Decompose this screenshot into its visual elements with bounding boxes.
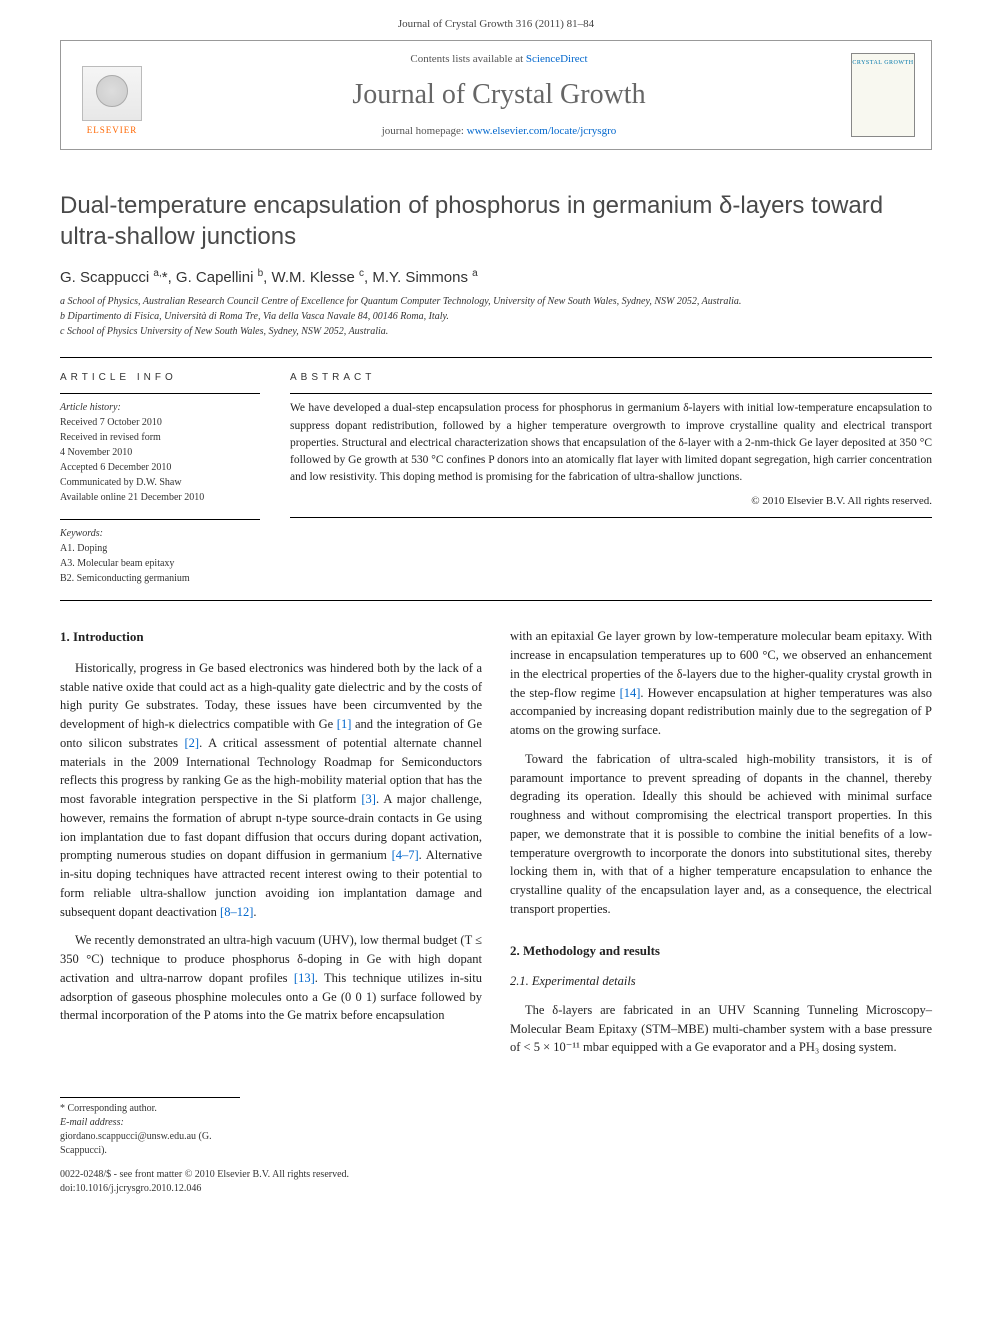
masthead: ELSEVIER Contents lists available at Sci…	[60, 40, 932, 150]
article-info-abstract-row: ARTICLE INFO Article history: Received 7…	[60, 358, 932, 600]
masthead-center: Contents lists available at ScienceDirec…	[163, 53, 835, 137]
body-column-right: with an epitaxial Ge layer grown by low-…	[510, 627, 932, 1067]
elsevier-tree-icon	[82, 66, 142, 121]
journal-homepage-line: journal homepage: www.elsevier.com/locat…	[163, 125, 835, 137]
keyword-2: A3. Molecular beam epitaxy	[60, 556, 260, 571]
email-label: E-mail address:	[60, 1117, 124, 1128]
footer-doi-line: doi:10.1016/j.jcrysgro.2010.12.046	[60, 1182, 932, 1196]
ref-4-7-link[interactable]: [4–7]	[392, 848, 419, 862]
section-1-para-1: Historically, progress in Ge based elect…	[60, 659, 482, 922]
abstract-rule	[290, 393, 932, 394]
ref-1-link[interactable]: [1]	[337, 717, 352, 731]
publisher-name: ELSEVIER	[87, 125, 138, 135]
keywords-block: Keywords: A1. Doping A3. Molecular beam …	[60, 526, 260, 586]
ref-8-12-link[interactable]: [8–12]	[220, 905, 253, 919]
keyword-1: A1. Doping	[60, 541, 260, 556]
footer-issn-line: 0022-0248/$ - see front matter © 2010 El…	[60, 1168, 932, 1182]
affiliation-b: b Dipartimento di Fisica, Università di …	[60, 309, 932, 324]
affiliations: a School of Physics, Australian Research…	[60, 294, 932, 339]
history-received: Received 7 October 2010	[60, 415, 260, 430]
p1-text-f: .	[253, 905, 256, 919]
history-online: Available online 21 December 2010	[60, 490, 260, 505]
footnote-block: * Corresponding author. E-mail address: …	[60, 1097, 240, 1158]
ref-13-link[interactable]: [13]	[294, 971, 315, 985]
affiliation-c: c School of Physics University of New So…	[60, 324, 932, 339]
sciencedirect-link[interactable]: ScienceDirect	[526, 53, 588, 65]
section-2-1-heading: 2.1. Experimental details	[510, 972, 932, 991]
article-info-column: ARTICLE INFO Article history: Received 7…	[60, 372, 260, 586]
abstract-copyright: © 2010 Elsevier B.V. All rights reserved…	[290, 495, 932, 507]
abstract-column: ABSTRACT We have developed a dual-step e…	[290, 372, 932, 586]
section-2-heading: 2. Methodology and results	[510, 941, 932, 961]
rule-bottom	[60, 600, 932, 601]
email-line: E-mail address: giordano.scappucci@unsw.…	[60, 1116, 240, 1158]
corresponding-author-note: * Corresponding author.	[60, 1102, 240, 1116]
running-header: Journal of Crystal Growth 316 (2011) 81–…	[0, 0, 992, 40]
keyword-3: B2. Semiconducting germanium	[60, 571, 260, 586]
abstract-text: We have developed a dual-step encapsulat…	[290, 400, 932, 486]
abstract-label: ABSTRACT	[290, 372, 932, 383]
history-accepted: Accepted 6 December 2010	[60, 460, 260, 475]
ref-3-link[interactable]: [3]	[361, 792, 376, 806]
section-1-heading: 1. Introduction	[60, 627, 482, 647]
email-address[interactable]: giordano.scappucci@unsw.edu.au	[60, 1131, 196, 1142]
affiliation-a: a School of Physics, Australian Research…	[60, 294, 932, 309]
cover-label: CRYSTAL GROWTH	[852, 60, 913, 67]
journal-name: Journal of Crystal Growth	[163, 79, 835, 111]
section-1-para-3: Toward the fabrication of ultra-scaled h…	[510, 750, 932, 919]
body-columns: 1. Introduction Historically, progress i…	[60, 627, 932, 1067]
elsevier-logo: ELSEVIER	[77, 55, 147, 135]
journal-cover-thumbnail: CRYSTAL GROWTH	[851, 53, 915, 137]
ref-14-link[interactable]: [14]	[620, 686, 641, 700]
article-title: Dual-temperature encapsulation of phosph…	[60, 190, 932, 252]
history-revised-label: Received in revised form	[60, 430, 260, 445]
section-1-para-2: We recently demonstrated an ultra-high v…	[60, 931, 482, 1025]
history-heading: Article history:	[60, 400, 260, 415]
article-history: Article history: Received 7 October 2010…	[60, 400, 260, 505]
homepage-prefix: journal homepage:	[382, 125, 467, 137]
contents-prefix: Contents lists available at	[410, 53, 525, 65]
author-list: G. Scappucci a,*, G. Capellini b, W.M. K…	[60, 268, 932, 286]
abstract-bottom-rule	[290, 517, 932, 518]
article-info-label: ARTICLE INFO	[60, 372, 260, 383]
ref-2-link[interactable]: [2]	[185, 736, 200, 750]
homepage-link[interactable]: www.elsevier.com/locate/jcrysgro	[467, 125, 617, 137]
footer: 0022-0248/$ - see front matter © 2010 El…	[60, 1168, 932, 1196]
article-info-rule	[60, 393, 260, 394]
keywords-heading: Keywords:	[60, 526, 260, 541]
body-column-left: 1. Introduction Historically, progress i…	[60, 627, 482, 1067]
section-1-para-2-cont: with an epitaxial Ge layer grown by low-…	[510, 627, 932, 740]
keywords-rule	[60, 519, 260, 520]
history-communicated: Communicated by D.W. Shaw	[60, 475, 260, 490]
section-2-1-para-1: The δ-layers are fabricated in an UHV Sc…	[510, 1001, 932, 1057]
contents-available-line: Contents lists available at ScienceDirec…	[163, 53, 835, 65]
history-revised-date: 4 November 2010	[60, 445, 260, 460]
